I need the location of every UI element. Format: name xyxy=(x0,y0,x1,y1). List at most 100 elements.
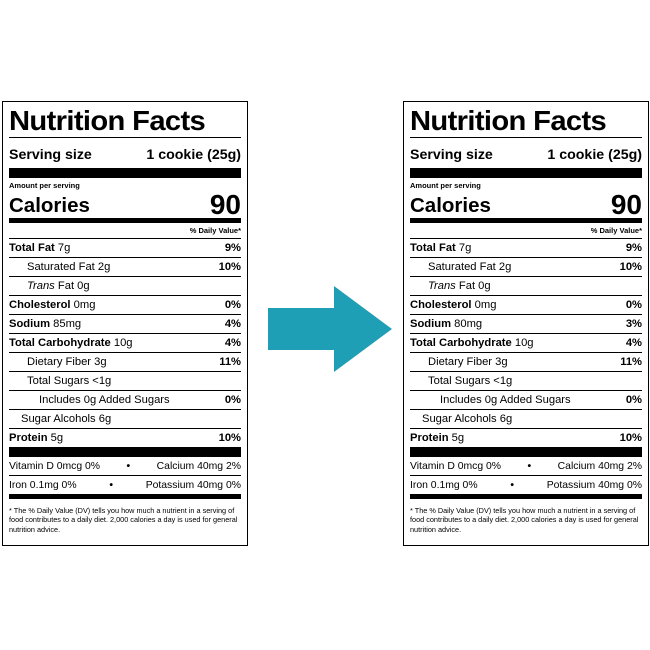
vitamin-row-2: Iron 0.1mg 0% • Potassium 40mg 0% xyxy=(410,476,642,494)
nutrient-dv: 0% xyxy=(224,394,241,406)
nutrient-amount: 7g xyxy=(57,242,71,254)
saturated-fat-row: Saturated Fat 2g 10% xyxy=(410,257,642,276)
sugar-alcohols-row: Sugar Alcohols 6g xyxy=(9,409,241,428)
vitamin-row-1: Vitamin D 0mcg 0% • Calcium 40mg 2% xyxy=(9,457,241,476)
sodium-row: Sodium 80mg 3% xyxy=(410,314,642,333)
nutrient-amount: 0mg xyxy=(73,299,96,311)
carbohydrate-row: Total Carbohydrate 10g 4% xyxy=(9,333,241,352)
vitamin-d: Vitamin D 0mcg 0% xyxy=(410,460,502,472)
nutrient-name: Saturated Fat 2g xyxy=(27,261,111,273)
sugar-alcohols-row: Sugar Alcohols 6g xyxy=(410,409,642,428)
nutrient-name: Fat 0g xyxy=(458,280,491,292)
nutrient-name: Protein xyxy=(9,432,48,444)
protein-row: Protein 5g 10% xyxy=(410,428,642,447)
nutrient-amount: 0mg xyxy=(474,299,497,311)
thick-divider xyxy=(410,168,642,178)
daily-value-header: % Daily Value* xyxy=(189,226,241,235)
calories-row: Calories 90 xyxy=(410,190,642,220)
total-fat-row: Total Fat 7g 9% xyxy=(9,238,241,257)
thick-divider xyxy=(9,168,241,178)
nutrition-label-after: Nutrition Facts Serving size 1 cookie (2… xyxy=(403,101,649,546)
potassium: Potassium 40mg 0% xyxy=(546,479,642,491)
saturated-fat-row: Saturated Fat 2g 10% xyxy=(9,257,241,276)
nutrient-name: Cholesterol xyxy=(9,299,71,311)
cholesterol-row: Cholesterol 0mg 0% xyxy=(9,295,241,314)
label-title: Nutrition Facts xyxy=(410,105,607,136)
nutrient-dv: 10% xyxy=(619,432,642,444)
total-fat-row: Total Fat 7g 9% xyxy=(410,238,642,257)
protein-row: Protein 5g 10% xyxy=(9,428,241,447)
amount-per-serving: Amount per serving xyxy=(410,181,481,190)
nutrient-amount: 10g xyxy=(514,337,534,349)
nutrient-name: Includes 0g Added Sugars xyxy=(39,394,170,406)
nutrition-label-before: Nutrition Facts Serving size 1 cookie (2… xyxy=(2,101,248,546)
medium-divider xyxy=(410,494,642,499)
right-arrow-icon xyxy=(268,286,392,372)
arrow-shape xyxy=(268,286,392,372)
nutrient-dv: 0% xyxy=(224,299,241,311)
footnote: * The % Daily Value (DV) tells you how m… xyxy=(9,506,238,534)
added-sugars-row: Includes 0g Added Sugars 0% xyxy=(410,390,642,409)
nutrient-amount: 5g xyxy=(50,432,64,444)
nutrient-name: Sodium xyxy=(410,318,452,330)
medium-divider xyxy=(9,494,241,499)
amount-per-serving: Amount per serving xyxy=(9,181,80,190)
bullet: • xyxy=(109,479,113,491)
bullet: • xyxy=(510,479,514,491)
nutrient-name: Saturated Fat 2g xyxy=(428,261,512,273)
bullet: • xyxy=(126,460,131,472)
serving-size-row: Serving size 1 cookie (25g) xyxy=(9,138,241,168)
nutrient-name: Total Carbohydrate xyxy=(9,337,111,349)
serving-size-row: Serving size 1 cookie (25g) xyxy=(410,138,642,168)
total-sugars-row: Total Sugars <1g xyxy=(9,371,241,390)
nutrient-amount: 10g xyxy=(113,337,133,349)
nutrient-dv: 10% xyxy=(218,261,241,273)
nutrient-name: Total Fat xyxy=(9,242,55,254)
calories-label: Calories xyxy=(410,194,491,217)
nutrient-name: Cholesterol xyxy=(410,299,472,311)
nutrient-name: Total Carbohydrate xyxy=(410,337,512,349)
iron: Iron 0.1mg 0% xyxy=(410,479,478,491)
potassium: Potassium 40mg 0% xyxy=(145,479,241,491)
nutrient-dv: 4% xyxy=(224,337,241,349)
calories-row: Calories 90 xyxy=(9,189,241,220)
thick-divider xyxy=(9,447,241,457)
daily-value-header: % Daily Value* xyxy=(590,226,642,235)
nutrient-name: Sugar Alcohols 6g xyxy=(422,413,513,425)
nutrient-dv: 0% xyxy=(625,299,642,311)
trans-fat-row: Trans Fat 0g xyxy=(410,276,642,295)
fiber-row: Dietary Fiber 3g 11% xyxy=(9,352,241,371)
nutrient-dv: 9% xyxy=(625,242,642,254)
nutrient-name: Total Fat xyxy=(410,242,456,254)
nutrient-amount: 7g xyxy=(458,242,472,254)
nutrient-dv: 9% xyxy=(224,242,241,254)
nutrient-dv: 11% xyxy=(219,356,241,368)
vitamin-d: Vitamin D 0mcg 0% xyxy=(9,460,101,472)
trans-word: Trans xyxy=(27,280,55,292)
nutrient-dv: 10% xyxy=(619,261,642,273)
calories-label: Calories xyxy=(9,194,90,217)
serving-size-value: 1 cookie (25g) xyxy=(146,147,241,163)
nutrient-dv: 3% xyxy=(625,318,642,330)
nutrient-name: Total Sugars <1g xyxy=(27,375,112,387)
nutrient-amount: 5g xyxy=(451,432,465,444)
vitamin-row-2: Iron 0.1mg 0% • Potassium 40mg 0% xyxy=(9,476,241,494)
trans-fat-row: Trans Fat 0g xyxy=(9,276,241,295)
nutrient-name: Sugar Alcohols 6g xyxy=(21,413,112,425)
trans-word: Trans xyxy=(428,280,456,292)
nutrient-name: Total Sugars <1g xyxy=(428,375,513,387)
nutrient-amount: 80mg xyxy=(454,318,483,330)
calories-value: 90 xyxy=(209,189,241,220)
nutrient-dv: 4% xyxy=(625,337,642,349)
nutrient-name: Dietary Fiber 3g xyxy=(27,356,107,368)
calcium: Calcium 40mg 2% xyxy=(557,460,642,472)
cholesterol-row: Cholesterol 0mg 0% xyxy=(410,295,642,314)
serving-size-value: 1 cookie (25g) xyxy=(547,147,642,163)
medium-divider xyxy=(9,218,241,223)
carbohydrate-row: Total Carbohydrate 10g 4% xyxy=(410,333,642,352)
thick-divider xyxy=(410,447,642,457)
medium-divider xyxy=(410,218,642,223)
nutrient-name: Sodium xyxy=(9,318,51,330)
fiber-row: Dietary Fiber 3g 11% xyxy=(410,352,642,371)
nutrient-name: Dietary Fiber 3g xyxy=(428,356,508,368)
